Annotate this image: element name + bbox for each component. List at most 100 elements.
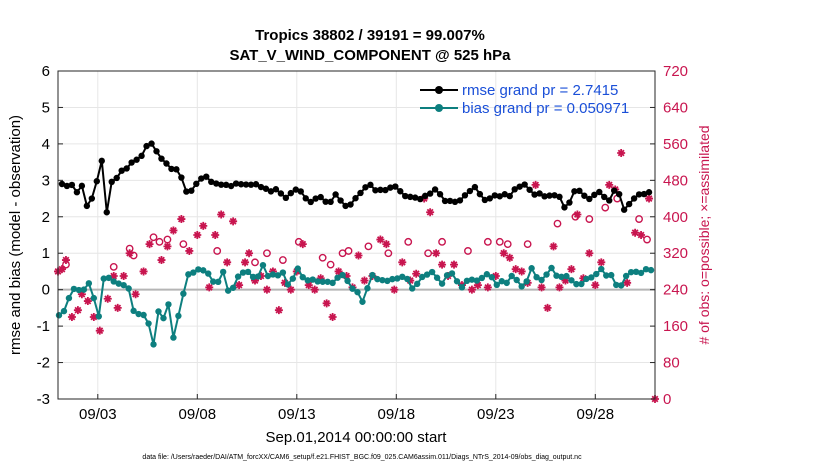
- y2-tick-label-0: 0: [663, 391, 671, 408]
- rmse-point-20: [158, 155, 165, 162]
- bias-point-38: [244, 268, 252, 276]
- y-tick-label-3: 0: [42, 282, 50, 299]
- rmse-point-117: [640, 190, 648, 198]
- x-tick-label-2: 09/13: [278, 406, 316, 423]
- obs-possible-point-32: [635, 215, 643, 223]
- bias-point-17: [140, 311, 147, 319]
- bias-point-61: [359, 298, 366, 305]
- obs-possible-point-14: [326, 260, 335, 269]
- obs-assimilated-point-8: [95, 326, 104, 335]
- bias-point-72: [413, 280, 421, 288]
- bias-point-56: [334, 274, 341, 281]
- obs-assimilated-glyph-63: [450, 260, 459, 269]
- obs-assimilated-glyph-44: [322, 299, 331, 308]
- rmse-point-109: [601, 193, 608, 201]
- bias-point-10: [105, 274, 112, 282]
- bias-point-86: [483, 271, 491, 278]
- obs-assimilated-glyph-88: [617, 149, 626, 157]
- obs-assimilated-glyph-86: [605, 180, 614, 189]
- rmse-point-88: [496, 193, 503, 200]
- obs-assimilated-glyph-61: [438, 260, 447, 269]
- rmse-point-49: [302, 195, 309, 202]
- chart-title-line-2: SAT_V_WIND_COMPONENT @ 525 hPa: [229, 47, 511, 64]
- obs-assimilated-point-34: [262, 285, 271, 294]
- bias-point-60: [354, 288, 361, 296]
- obs-assimilated-glyph-52: [376, 235, 385, 244]
- obs-assimilated-glyph-40: [298, 240, 307, 249]
- rmse-point-61: [362, 184, 369, 191]
- obs-possible-point-5: [155, 237, 164, 246]
- obs-assimilated-point-38: [286, 285, 295, 294]
- obs-possible-point-16: [344, 247, 353, 255]
- bias-point-103: [568, 277, 575, 284]
- obs-assimilated-point-45: [328, 313, 337, 321]
- rmse-point-14: [128, 159, 135, 166]
- rmse-point-1: [63, 182, 71, 190]
- y2-tick-label-3: 240: [663, 282, 688, 299]
- x-tick-label-5: 09/28: [577, 406, 615, 423]
- obs-assimilated-glyph-19: [169, 226, 178, 235]
- rmse-point-75: [431, 186, 439, 193]
- rmse-point-93: [521, 181, 528, 188]
- rmse-point-53: [322, 198, 329, 205]
- obs-assimilated-point-81: [573, 210, 582, 219]
- obs-assimilated-point-47: [342, 272, 351, 280]
- obs-assimilated-point-46: [334, 267, 343, 276]
- bias-point-80: [453, 278, 461, 285]
- rmse-point-86: [486, 195, 494, 202]
- rmse-point-23: [173, 166, 180, 173]
- obs-assimilated-point-14: [131, 290, 140, 299]
- y2-axis-label: # of obs: o=possible; ×=assimilated: [696, 125, 712, 344]
- obs-assimilated-glyph-31: [245, 249, 254, 258]
- obs-assimilated-glyph-24: [205, 283, 214, 292]
- y2-tick-label-9: 720: [663, 63, 688, 80]
- rmse-point-50: [307, 198, 314, 206]
- rmse-point-87: [491, 192, 499, 199]
- rmse-point-26: [188, 187, 195, 194]
- obs-assimilated-point-18: [163, 242, 172, 251]
- obs-assimilated-point-11: [113, 303, 122, 312]
- obs-assimilated-glyph-89: [623, 278, 632, 287]
- rmse-point-16: [138, 152, 145, 160]
- plot-area: [58, 71, 655, 399]
- bias-point-19: [150, 341, 157, 348]
- obs-assimilated-point-88: [617, 149, 626, 157]
- x-axis-label: Sep.01,2014 00:00:00 start: [266, 429, 448, 446]
- rmse-point-105: [581, 192, 588, 199]
- rmse-point-91: [511, 186, 518, 193]
- rmse-point-92: [516, 183, 523, 190]
- rmse-point-69: [402, 192, 409, 200]
- obs-assimilated-glyph-5: [77, 290, 86, 299]
- left-y-axis: -3 -2 -1 0 1 2 3 4 5 6: [37, 63, 63, 408]
- obs-assimilated-point-59: [426, 208, 435, 217]
- bias-point-32: [214, 278, 222, 286]
- obs-assimilated-point-50: [360, 276, 369, 285]
- y-tick-label-6: 3: [42, 172, 50, 189]
- obs-assimilated-glyph-67: [483, 283, 492, 292]
- obs-assimilated-glyph-70: [505, 253, 514, 262]
- obs-assimilated-point-20: [177, 215, 186, 224]
- rmse-point-15: [133, 156, 140, 163]
- bias-point-64: [374, 275, 381, 283]
- obs-assimilated-glyph-50: [360, 276, 369, 285]
- obs-assimilated-point-68: [491, 272, 500, 280]
- rmse-point-5: [83, 202, 91, 210]
- rmse-point-84: [476, 190, 484, 198]
- rmse-point-79: [451, 198, 459, 206]
- y2-tick-label-2: 160: [663, 318, 688, 335]
- obs-assimilated-glyph-83: [585, 249, 594, 258]
- bias-point-49: [299, 273, 306, 281]
- obs-possible-point-27: [553, 219, 562, 228]
- bias-point-62: [364, 285, 371, 292]
- rmse-point-102: [566, 199, 573, 206]
- obs-possible-point-23: [483, 237, 492, 246]
- rmse-point-27: [193, 180, 200, 188]
- bias-point-42: [264, 272, 272, 280]
- bias-point-75: [428, 268, 436, 276]
- bias-point-100: [553, 272, 560, 279]
- rmse-point-72: [416, 195, 424, 203]
- obs-assimilated-point-53: [382, 240, 391, 249]
- x-tick-label-0: 09/03: [79, 406, 117, 423]
- bias-point-109: [598, 265, 605, 273]
